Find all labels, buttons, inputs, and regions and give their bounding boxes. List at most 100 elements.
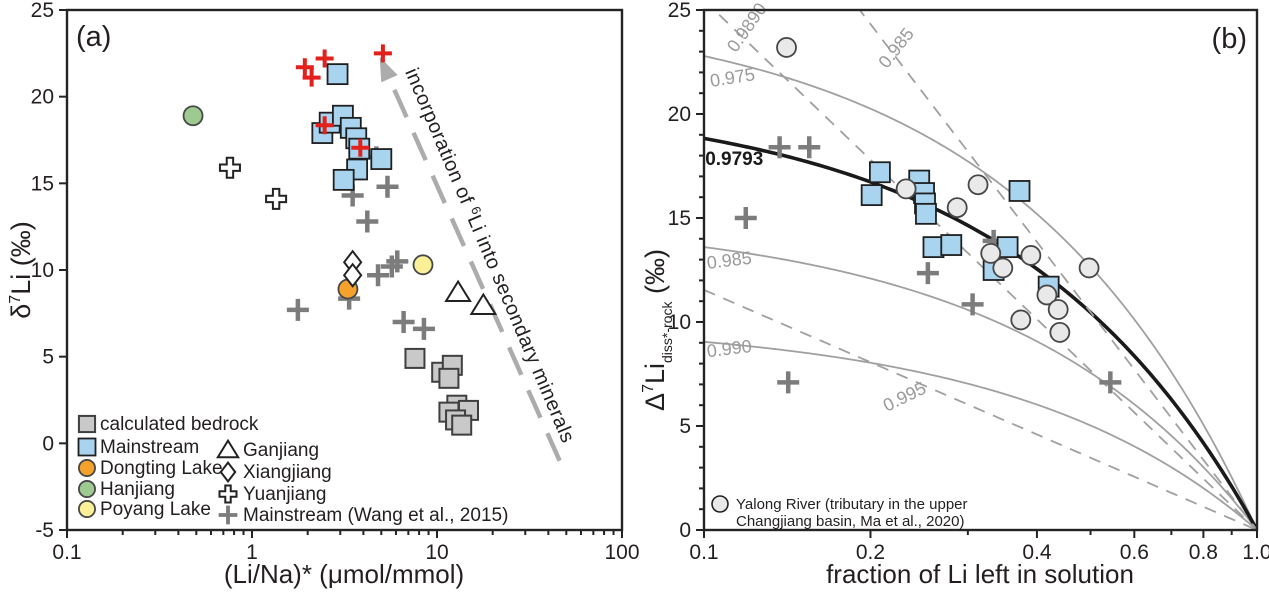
plus-marker: [218, 505, 238, 525]
red-plus-marker: [351, 138, 370, 157]
x-tick-label: 100: [604, 541, 639, 564]
curve-rayleigh-0.985: [858, 10, 1257, 530]
panel-b-legend: Yalong River (tributary in the upper Cha…: [711, 495, 968, 530]
legend-item-label: Dongting Lake: [100, 458, 223, 479]
panel-b-data-points: [734, 37, 1122, 394]
triangle-marker: [444, 279, 472, 303]
circle-marker: [776, 37, 797, 58]
plus-marker: [768, 136, 791, 159]
yalong-legend-circle-icon: [711, 495, 729, 513]
y-tick-label: 20: [668, 103, 691, 126]
curve-batch-0.99: [704, 340, 1257, 530]
open-cross-marker: [265, 187, 288, 210]
y-tick-label: 15: [31, 172, 54, 195]
y-tick-label: 25: [668, 0, 691, 22]
curve-batch-0.9793: [704, 136, 1257, 530]
legend-item-yuanjiang: Yuanjiang: [218, 484, 326, 505]
triangle-marker: [216, 438, 240, 459]
y-tick-label: 0: [42, 432, 54, 455]
circle-marker: [1078, 257, 1100, 279]
legend-item-label: Hanjiang: [100, 479, 175, 500]
diamond-marker: [219, 461, 237, 483]
square-marker: [370, 148, 393, 170]
curve-batch-0.985: [704, 246, 1257, 530]
panel-b-legend-line1: Yalong River (tributary in the upper: [736, 496, 968, 513]
square-marker: [77, 437, 97, 457]
triangle-marker: [469, 292, 498, 316]
diamond-marker: [342, 262, 363, 288]
y-tick-label: 5: [679, 415, 691, 438]
panel-b-frame: [702, 8, 1259, 532]
panel-b-y-axis-title: Δ7Lidiss*-rock (‰): [640, 249, 675, 411]
square-marker: [332, 168, 355, 191]
panel-b: 0.1 0.2 0.4 0.6 0.8 1.0 0 5 10 15 20 25 0.9890 0.975…: [640, 0, 1269, 589]
panel-a-data-points: [182, 44, 498, 436]
panel-b-legend-line2: Changjiang basin, Ma et al., 2020): [736, 513, 964, 530]
legend-item-label: calculated bedrock: [100, 414, 259, 435]
square-marker: [915, 202, 937, 225]
legend-item-hanjiang: Hanjiang: [78, 479, 175, 500]
circle-marker: [980, 242, 1002, 264]
square-marker: [438, 367, 460, 389]
panel-a-frame: [65, 8, 624, 532]
x-tick-label: 10: [425, 541, 448, 564]
curve-alpha-labels: 0.9890 0.975 0.985 0.9793 0.985 0.990 0.995: [705, 0, 929, 416]
y-tick-label: 10: [668, 311, 691, 334]
x-tick-label: 1: [246, 541, 258, 564]
circle-marker: [1047, 299, 1069, 320]
legend-item-mainstream: Mainstream: [77, 437, 199, 458]
y-tick-label: 25: [31, 0, 54, 22]
arrow-head: [379, 56, 398, 83]
plus-marker: [386, 250, 409, 273]
legend-item-xiangjiang: Xiangjiang: [219, 461, 332, 483]
x-tick-label: 0.4: [1022, 541, 1052, 564]
x-tick-label: 1.0: [1242, 541, 1269, 564]
legend-item-calculated-bedrock: calculated bedrock: [77, 414, 259, 435]
plus-marker: [412, 317, 435, 340]
series-yalong-river-tributary-in-the-upper-chan: [776, 37, 1100, 343]
plus-marker: [777, 371, 800, 394]
x-tick-label: 0.1: [689, 541, 718, 564]
circle-marker: [1036, 284, 1058, 306]
y-tick-label: -5: [35, 519, 54, 542]
square-marker: [77, 414, 97, 434]
plus-marker: [798, 136, 821, 159]
curve-batch-0.975: [704, 55, 1257, 530]
circle-marker: [412, 254, 434, 276]
circle-marker: [1049, 321, 1071, 343]
panel-a-label: (a): [76, 21, 111, 53]
legend-item-label: Ganjiang: [243, 440, 319, 461]
red-plus-marker: [295, 58, 314, 77]
legend-item-label: Poyang Lake: [100, 499, 211, 520]
series-mainstream-wang-et-al-2015-: [286, 146, 435, 340]
square-marker: [451, 414, 473, 436]
circle-marker: [182, 105, 204, 127]
x-tick-label: 0.6: [1120, 541, 1149, 564]
fractionation-curves: [704, 10, 1257, 530]
plus-marker: [286, 298, 309, 321]
x-tick-label: 0.8: [1189, 541, 1218, 564]
legend-item-mainstream-wang-et-al-2015-: Mainstream (Wang et al., 2015): [218, 505, 508, 526]
series-mainstream: [311, 63, 393, 191]
y-tick-label: 0: [679, 519, 691, 542]
secondary-minerals-arrow: [379, 56, 562, 462]
panel-a-y-axis-title: δ7Li (‰): [6, 221, 36, 318]
legend-item-ganjiang: Ganjiang: [216, 438, 319, 461]
plus-marker: [356, 210, 379, 233]
series-mainstream-wang-et-al-2015-: [734, 136, 1122, 394]
plus-marker: [961, 293, 984, 316]
panel-b-axes-ticks: 0.1 0.2 0.4 0.6 0.8 1.0 0 5 10 15 20 25: [668, 0, 1269, 564]
circle-marker: [946, 197, 968, 219]
square-marker: [860, 184, 883, 207]
curve-label-0.975: 0.975: [709, 64, 757, 91]
square-marker: [326, 63, 349, 86]
circle-marker: [1010, 309, 1032, 331]
legend-item-label: Xiangjiang: [243, 462, 332, 483]
arrow-annotation-text: incorporation of 6Li into secondary mine…: [400, 64, 580, 446]
legend-item-label: Mainstream: [100, 437, 199, 458]
curve-label-0.990: 0.990: [706, 336, 753, 361]
series-poyang-lake: [412, 254, 434, 276]
